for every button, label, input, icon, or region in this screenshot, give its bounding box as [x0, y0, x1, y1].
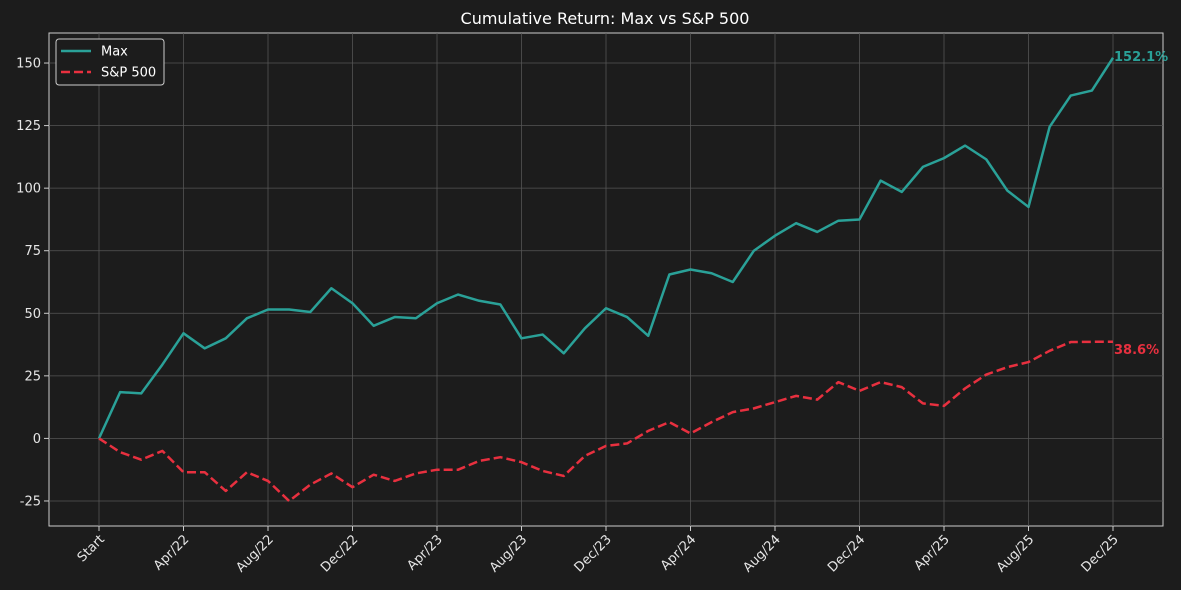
end-labels: 152.1% 38.6% [1114, 50, 1168, 358]
y-tick-label: 125 [16, 119, 41, 134]
grid-lines [49, 33, 1163, 526]
legend: Max S&P 500 [55, 38, 165, 86]
y-tick-label: 100 [16, 182, 41, 197]
y-tick-label: 50 [24, 307, 41, 322]
end-label-sp500: 38.6% [1114, 343, 1159, 358]
legend-label: Max [101, 45, 128, 60]
y-tick-label: 75 [24, 244, 41, 259]
series-layer [97, 57, 1115, 503]
y-tick-label: 25 [24, 369, 41, 384]
end-label-max: 152.1% [1114, 50, 1168, 65]
y-tick-label: -25 [20, 494, 41, 509]
legend-label: S&P 500 [101, 66, 156, 81]
y-tick-label: 150 [16, 57, 41, 72]
y-tick-label: 0 [33, 432, 41, 447]
series-line-max [97, 57, 1115, 439]
chart-title: Cumulative Return: Max vs S&P 500 [461, 9, 750, 28]
series-line-sp500 [98, 340, 1113, 503]
y-axis: -25 0 25 50 75 100 125 150 [16, 57, 49, 509]
